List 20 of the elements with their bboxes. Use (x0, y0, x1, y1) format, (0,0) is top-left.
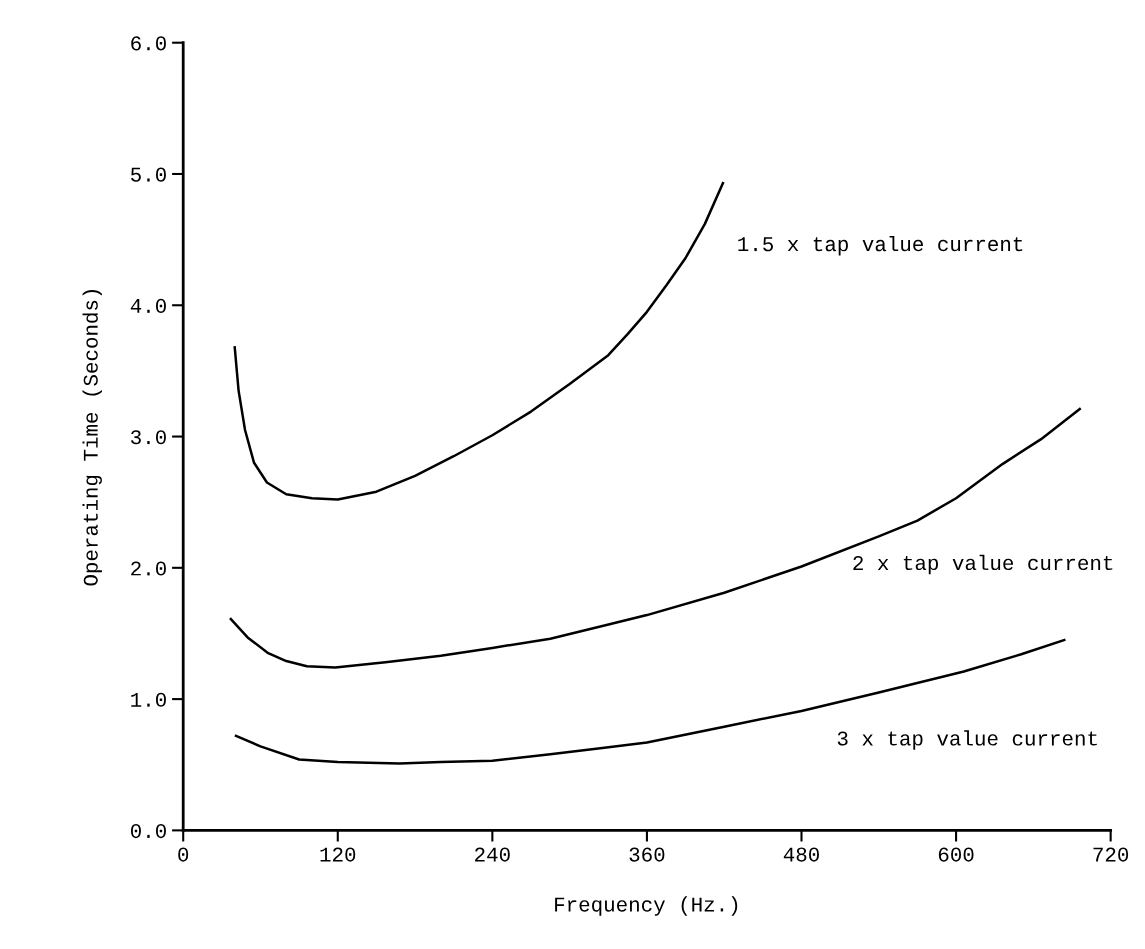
x-tick-label: 720 (1093, 847, 1129, 862)
series-label: 3 x tap value current (837, 730, 1097, 750)
x-tick-label: 120 (320, 847, 356, 862)
series-label: 2 x tap value current (853, 554, 1113, 575)
y-tick-label: 3.0 (131, 430, 166, 445)
y-axis-title: Operating Time (Seconds) (82, 290, 102, 586)
x-tick-label: 360 (629, 847, 665, 862)
line-series (233, 181, 725, 501)
y-tick-label: 4.0 (130, 298, 166, 314)
x-tick-label: 240 (475, 847, 510, 862)
x-tick-label: 480 (783, 847, 819, 862)
y-tick-label: 1.0 (131, 692, 166, 707)
x-tick-label: 600 (938, 847, 974, 862)
y-tick-label: 6.0 (131, 36, 166, 51)
y-tick-label: 5.0 (131, 167, 166, 182)
y-tick-label: 0.0 (130, 823, 166, 839)
x-tick-label: 0 (178, 847, 189, 862)
y-tick-label: 2.0 (131, 561, 166, 576)
x-axis-title: Frequency (Hz.) (555, 896, 738, 916)
series-label: 1.5 x tap value current (738, 235, 1023, 256)
